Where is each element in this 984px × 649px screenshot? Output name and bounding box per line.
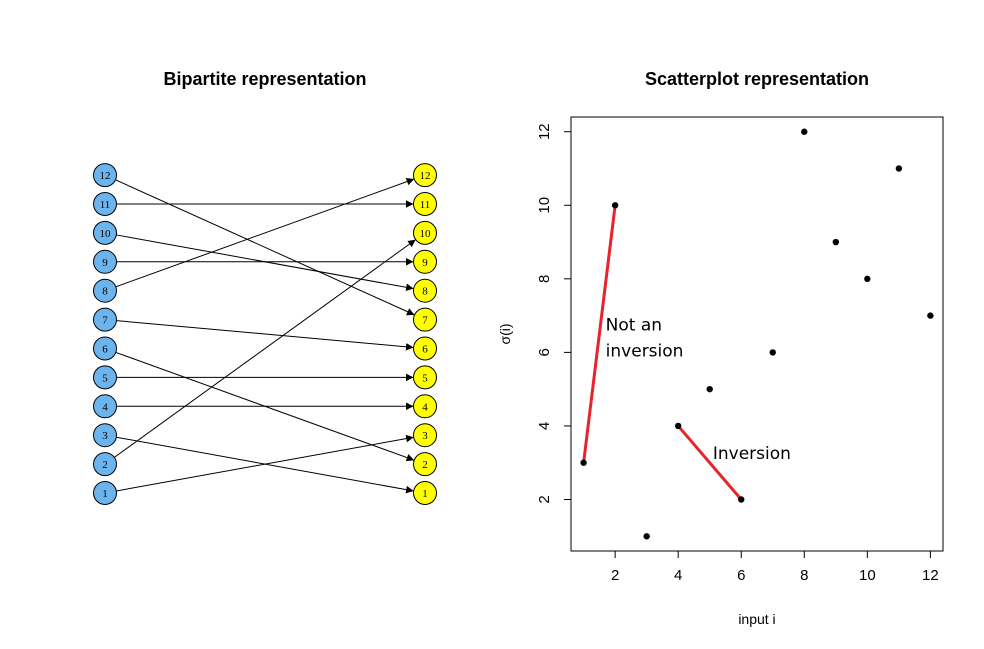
y-tick-label-8: 8 <box>536 275 553 283</box>
edge-6-to-2 <box>115 351 415 462</box>
highlight-segment-1 <box>582 205 617 463</box>
point-10 <box>864 275 871 283</box>
left-node-4 <box>93 394 117 419</box>
x-tick-label-6: 6 <box>737 567 745 584</box>
right-node-8 <box>413 278 437 303</box>
left-node-7 <box>93 307 117 332</box>
edge-8-to-12 <box>115 178 415 288</box>
annotation-2-line-1: Inversion <box>713 444 791 464</box>
x-tick-label-12: 12 <box>922 567 939 584</box>
left-node-6 <box>93 336 117 361</box>
right-node-label-6: 6 <box>422 344 428 356</box>
left-node-label-9: 9 <box>102 257 108 269</box>
left-node-label-1: 1 <box>102 488 108 500</box>
left-node-label-6: 6 <box>102 344 108 356</box>
left-node-12 <box>93 163 117 188</box>
bipartite-panel: Bipartite representation 123456789101112… <box>93 69 437 505</box>
left-node-label-2: 2 <box>102 459 108 471</box>
point-7 <box>769 349 776 356</box>
point-3 <box>643 533 650 540</box>
right-node-6 <box>413 336 437 361</box>
x-tick-label-8: 8 <box>800 567 808 584</box>
left-node-label-10: 10 <box>100 228 112 240</box>
left-node-label-8: 8 <box>102 286 108 298</box>
right-node-4 <box>413 394 437 419</box>
point-5 <box>706 385 713 393</box>
highlight-segments <box>582 205 743 501</box>
left-node-label-3: 3 <box>102 430 108 442</box>
annotations: Not an inversion Inversion <box>606 315 791 464</box>
left-node-5 <box>93 365 117 390</box>
left-node-8 <box>93 278 117 303</box>
right-node-label-4: 4 <box>422 401 428 413</box>
right-node-label-5: 5 <box>422 372 428 384</box>
point-11 <box>895 165 903 172</box>
left-node-label-11: 11 <box>100 199 111 211</box>
right-node-label-8: 8 <box>422 286 428 298</box>
bipartite-edges <box>114 178 416 494</box>
x-axis-label: input i <box>738 611 775 627</box>
right-node-label-12: 12 <box>420 170 431 182</box>
left-node-2 <box>93 452 117 477</box>
right-node-7 <box>413 307 437 332</box>
edge-10-to-8 <box>116 234 414 292</box>
left-node-label-4: 4 <box>102 401 108 413</box>
right-node-2 <box>413 452 437 477</box>
right-node-10 <box>413 220 437 245</box>
x-tick-label-4: 4 <box>674 567 682 584</box>
edge-12-to-7 <box>115 179 415 316</box>
right-node-label-10: 10 <box>420 228 432 240</box>
left-node-11 <box>93 192 117 216</box>
point-9 <box>832 238 840 246</box>
point-8 <box>801 128 808 135</box>
x-axis: 2 4 6 8 10 12 <box>611 551 939 584</box>
point-2 <box>611 202 619 209</box>
y-tick-label-10: 10 <box>536 197 553 214</box>
edge-7-to-6 <box>116 320 414 351</box>
right-node-5 <box>413 365 437 390</box>
left-node-9 <box>93 249 117 274</box>
highlight-segment-2 <box>677 424 743 501</box>
right-node-12 <box>413 163 437 188</box>
bipartite-title: Bipartite representation <box>163 69 366 89</box>
x-tick-label-2: 2 <box>611 567 619 584</box>
right-node-label-7: 7 <box>422 315 428 327</box>
y-tick-label-6: 6 <box>536 348 553 356</box>
right-node-1 <box>413 481 437 505</box>
left-node-3 <box>93 423 117 448</box>
right-node-label-3: 3 <box>422 430 428 442</box>
point-4 <box>674 422 682 430</box>
x-tick-label-10: 10 <box>859 567 876 584</box>
left-node-10 <box>93 220 117 245</box>
right-node-11 <box>413 192 437 216</box>
y-axis-label: σ(i) <box>497 323 513 344</box>
scatter-title: Scatterplot representation <box>645 69 869 89</box>
right-node-label-9: 9 <box>422 257 428 269</box>
right-node-label-1: 1 <box>422 488 428 500</box>
left-node-label-7: 7 <box>102 315 108 327</box>
left-node-label-12: 12 <box>100 170 111 182</box>
right-node-label-11: 11 <box>420 199 431 211</box>
edge-3-to-1 <box>116 436 414 494</box>
right-node-3 <box>413 423 437 448</box>
left-node-label-5: 5 <box>102 372 108 384</box>
scatter-points <box>580 128 934 540</box>
point-1 <box>580 459 587 466</box>
point-6 <box>738 496 745 503</box>
edge-2-to-10 <box>114 239 416 458</box>
y-tick-label-4: 4 <box>536 422 553 430</box>
y-tick-label-12: 12 <box>536 123 553 140</box>
y-tick-label-2: 2 <box>536 495 553 503</box>
right-node-9 <box>413 249 437 274</box>
annotation-1-line-2: inversion <box>606 341 684 361</box>
plot-frame <box>570 116 944 552</box>
y-axis: 2 4 6 8 10 12 <box>536 123 571 504</box>
point-12 <box>927 312 934 319</box>
scatter-panel: Scatterplot representation 2 4 6 8 10 12 2 4 6 8… <box>497 69 944 627</box>
left-node-1 <box>93 481 117 505</box>
right-node-label-2: 2 <box>422 459 428 471</box>
annotation-1-line-1: Not an <box>606 315 662 335</box>
